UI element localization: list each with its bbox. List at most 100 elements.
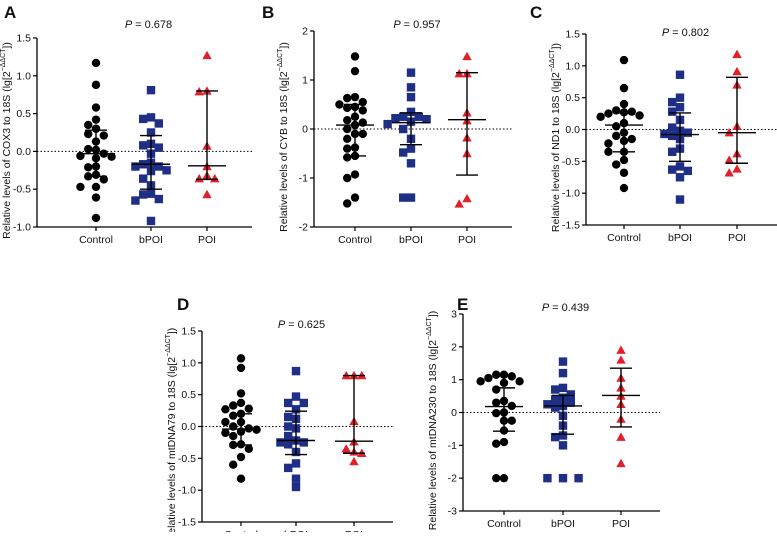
data-point xyxy=(154,119,163,128)
data-point xyxy=(543,400,552,409)
data-point xyxy=(616,355,626,364)
data-point xyxy=(341,444,351,453)
data-point xyxy=(202,50,212,60)
y-tick-label: -1 xyxy=(299,173,308,185)
data-point xyxy=(349,456,359,466)
data-point xyxy=(668,97,677,107)
x-tick-label: POI xyxy=(728,232,746,244)
data-point xyxy=(91,80,101,90)
p-value-text: = 0.678 xyxy=(135,19,172,31)
p-value: P = 0.439 xyxy=(542,302,589,314)
y-axis-label-text: Relative levels of mtDNA230 to 18S (lg[2 xyxy=(427,340,439,530)
data-point xyxy=(668,131,677,141)
data-point xyxy=(91,58,101,68)
data-point xyxy=(543,473,552,483)
y-tick-label: 0 xyxy=(451,407,457,419)
data-point xyxy=(675,162,685,171)
x-tick-label: Control xyxy=(338,234,372,246)
data-point xyxy=(616,458,626,468)
series-poi xyxy=(602,345,640,468)
series-control xyxy=(596,55,644,193)
data-point xyxy=(284,422,293,431)
series-poi xyxy=(448,51,486,208)
data-point xyxy=(343,199,352,208)
data-point xyxy=(291,405,301,414)
y-tick-label: 0 xyxy=(302,124,308,136)
data-point xyxy=(284,398,293,408)
series-control xyxy=(476,370,524,483)
data-point xyxy=(492,385,501,394)
data-point xyxy=(343,124,352,134)
data-point xyxy=(154,194,163,204)
data-point xyxy=(619,55,629,65)
series-bpoi xyxy=(660,70,699,204)
x-tick-label: Control xyxy=(607,232,641,244)
p-symbol: P xyxy=(393,19,401,31)
p-value: P = 0.957 xyxy=(393,19,440,31)
data-point xyxy=(221,405,230,414)
data-point xyxy=(492,473,501,483)
y-tick-label: -1 xyxy=(448,440,457,452)
data-point xyxy=(154,162,163,171)
data-point xyxy=(596,112,605,121)
data-point xyxy=(358,129,367,139)
data-point xyxy=(604,109,613,118)
data-point xyxy=(229,411,238,420)
data-point xyxy=(668,107,677,116)
series-control xyxy=(335,52,374,208)
series-poi xyxy=(718,49,756,177)
data-point xyxy=(507,372,516,381)
data-point xyxy=(616,432,626,441)
data-point xyxy=(99,175,108,184)
x-tick-label: bPOI xyxy=(139,234,163,246)
data-point xyxy=(399,193,408,202)
data-point xyxy=(406,83,416,92)
y-tick-label: -2 xyxy=(448,473,457,485)
data-point xyxy=(515,377,524,386)
data-point xyxy=(558,383,568,393)
data-point xyxy=(616,345,626,354)
data-point xyxy=(236,398,246,408)
data-point xyxy=(236,363,246,373)
y-tick-label: 1.5 xyxy=(16,33,31,45)
data-point xyxy=(284,431,293,441)
y-axis-label-end: ]) xyxy=(550,43,562,49)
data-point xyxy=(406,159,416,168)
data-point xyxy=(619,168,629,177)
y-tick-label: -1.5 xyxy=(562,220,580,232)
p-symbol: P xyxy=(542,302,550,314)
data-point xyxy=(551,395,560,404)
data-point xyxy=(574,473,583,483)
data-point xyxy=(668,165,677,174)
data-point xyxy=(499,437,509,447)
data-point xyxy=(343,103,352,113)
y-tick-label: -0.5 xyxy=(178,453,196,465)
series-poi xyxy=(335,370,373,466)
y-tick-label: -0.5 xyxy=(562,156,580,168)
y-axis-label-text: Relative levels of CYB to 18S (lg[2 xyxy=(278,71,290,232)
data-point xyxy=(724,168,734,177)
p-symbol: P xyxy=(278,319,286,331)
y-tick-label: 2 xyxy=(451,341,457,353)
data-point xyxy=(343,115,352,125)
data-point xyxy=(91,115,101,124)
y-tick-label: 0.5 xyxy=(16,108,31,120)
data-point xyxy=(406,107,416,117)
data-point xyxy=(146,85,156,95)
data-point xyxy=(391,114,400,123)
data-point xyxy=(484,373,493,383)
data-point xyxy=(492,370,501,379)
data-point xyxy=(612,160,621,169)
series-bpoi xyxy=(131,85,171,226)
data-point xyxy=(507,416,516,425)
data-point xyxy=(604,147,613,156)
data-point xyxy=(406,193,416,202)
x-tick-label: POI xyxy=(458,234,476,246)
panel-letter: A xyxy=(4,3,16,22)
y-tick-label: 1.5 xyxy=(181,326,196,338)
data-point xyxy=(343,153,352,162)
data-point xyxy=(76,182,85,192)
data-point xyxy=(558,473,568,483)
